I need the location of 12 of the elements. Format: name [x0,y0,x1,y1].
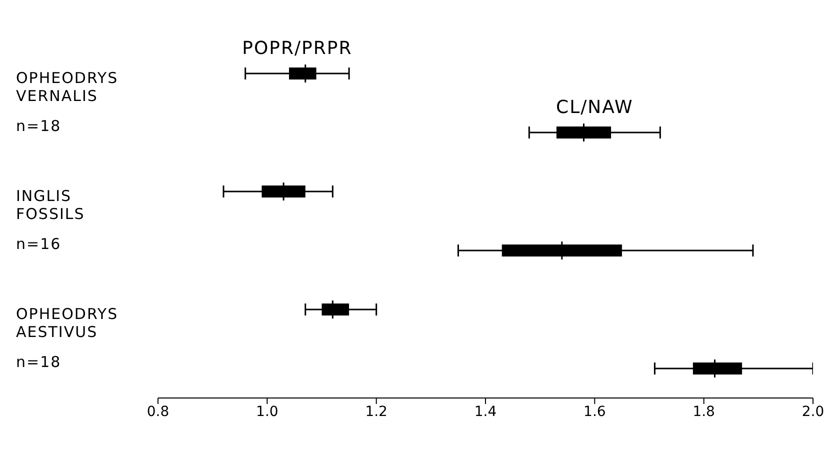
y-tick-label: OPHEODRYS VERNALIS n=18 [16,69,118,135]
y-tick-label: OPHEODRYS AESTIVUS n=18 [16,305,118,371]
x-tick-label: 1.6 [584,404,606,420]
x-tick-label: 1.2 [365,404,388,420]
x-tick-label: 2.0 [802,404,824,420]
x-tick-label: 0.8 [146,404,170,420]
x-tick-label: 1.4 [474,404,497,420]
x-tick-label: 1.8 [692,404,715,420]
series-label: CL/NAW [555,96,634,118]
series-label: POPR/PRPR [241,38,354,58]
y-tick-label: INGLIS FOSSILS n=16 [16,187,85,253]
x-tick-label: 1.0 [256,404,278,420]
